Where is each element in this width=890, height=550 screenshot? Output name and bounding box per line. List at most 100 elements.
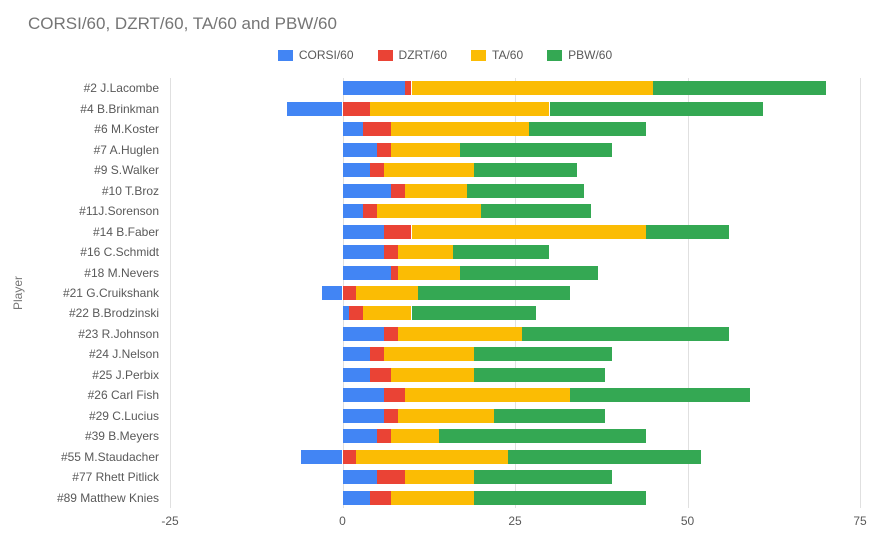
bar-segment (377, 143, 391, 157)
bar-segment (494, 409, 604, 423)
bar-segment (453, 245, 550, 259)
bar-segment (384, 225, 412, 239)
y-tick-label: #39 B.Meyers (0, 430, 159, 442)
bar-segment (301, 450, 342, 464)
bar-segment (377, 204, 481, 218)
bar-segment (460, 143, 612, 157)
bar-segment (343, 204, 364, 218)
bar-segment (467, 184, 584, 198)
x-tick-label: 75 (853, 514, 866, 528)
legend-item: PBW/60 (547, 48, 612, 62)
bar-segment (391, 368, 474, 382)
y-tick-label: #29 C.Lucius (0, 410, 159, 422)
y-tick-label: #55 M.Staudacher (0, 451, 159, 463)
bar-segment (398, 266, 460, 280)
y-tick-label: #77 Rhett Pitlick (0, 471, 159, 483)
bar-segment (343, 163, 371, 177)
bar-segment (384, 245, 398, 259)
bar-segment (343, 491, 371, 505)
bar-segment (391, 429, 439, 443)
y-tick-label: #2 J.Lacombe (0, 82, 159, 94)
bar-segment (384, 163, 474, 177)
y-tick-label: #11J.Sorenson (0, 205, 159, 217)
y-tick-label: #21 G.Cruikshank (0, 287, 159, 299)
bar-segment (343, 450, 357, 464)
chart-title: CORSI/60, DZRT/60, TA/60 and PBW/60 (28, 14, 337, 34)
bar-segment (439, 429, 646, 443)
legend-label: DZRT/60 (399, 48, 447, 62)
legend-swatch (378, 50, 393, 61)
bar-segment (391, 143, 460, 157)
y-tick-label: #22 B.Brodzinski (0, 307, 159, 319)
legend: CORSI/60 DZRT/60 TA/60 PBW/60 (0, 48, 890, 62)
bar-segment (412, 306, 536, 320)
plot-area: Player #2 J.Lacombe#4 B.Brinkman#6 M.Kos… (0, 78, 890, 508)
bar-segment (522, 327, 729, 341)
bar-segment (363, 306, 411, 320)
bar-segment (550, 102, 764, 116)
y-tick-label: #26 Carl Fish (0, 389, 159, 401)
y-tick-label: #9 S.Walker (0, 164, 159, 176)
bar-segment (398, 245, 453, 259)
bar-segment (343, 347, 371, 361)
y-tick-label: #4 B.Brinkman (0, 103, 159, 115)
bar-segment (405, 184, 467, 198)
y-tick-label: #89 Matthew Knies (0, 492, 159, 504)
x-tick-label: 50 (681, 514, 694, 528)
bar-segment (384, 409, 398, 423)
y-tick-label: #10 T.Broz (0, 185, 159, 197)
bar-segment (370, 491, 391, 505)
bar-segment (343, 470, 378, 484)
y-tick-label: #7 A.Huglen (0, 144, 159, 156)
bar-segment (508, 450, 701, 464)
bars-layer (170, 78, 860, 508)
bar-segment (646, 225, 729, 239)
bar-segment (412, 225, 647, 239)
bar-segment (398, 409, 495, 423)
bar-segment (474, 347, 612, 361)
chart-root: CORSI/60, DZRT/60, TA/60 and PBW/60 CORS… (0, 0, 890, 550)
legend-item: CORSI/60 (278, 48, 354, 62)
bar-segment (391, 266, 398, 280)
x-tick-label: 0 (339, 514, 346, 528)
bar-segment (384, 327, 398, 341)
bar-segment (343, 327, 384, 341)
bar-segment (343, 388, 384, 402)
bar-segment (370, 102, 549, 116)
bar-segment (363, 204, 377, 218)
bar-segment (343, 286, 357, 300)
y-tick-label: #18 M.Nevers (0, 267, 159, 279)
bar-segment (343, 266, 391, 280)
bar-segment (322, 286, 343, 300)
bar-segment (356, 450, 508, 464)
bar-segment (377, 470, 405, 484)
bar-segment (343, 184, 391, 198)
bar-segment (474, 491, 647, 505)
y-tick-label: #16 C.Schmidt (0, 246, 159, 258)
legend-label: PBW/60 (568, 48, 612, 62)
legend-item: DZRT/60 (378, 48, 447, 62)
legend-item: TA/60 (471, 48, 523, 62)
bar-segment (343, 409, 384, 423)
bar-segment (343, 245, 384, 259)
bar-segment (343, 122, 364, 136)
bar-segment (370, 368, 391, 382)
bar-segment (412, 81, 654, 95)
bar-segment (363, 122, 391, 136)
y-tick-label: #23 R.Johnson (0, 328, 159, 340)
bar-segment (343, 81, 405, 95)
bar-segment (343, 429, 378, 443)
bar-segment (529, 122, 646, 136)
bar-segment (391, 122, 529, 136)
bar-segment (391, 184, 405, 198)
bar-segment (474, 163, 578, 177)
bar-segment (287, 102, 342, 116)
bar-segment (343, 306, 350, 320)
legend-swatch (547, 50, 562, 61)
y-tick-label: #6 M.Koster (0, 123, 159, 135)
bar-segment (370, 163, 384, 177)
bar-segment (398, 327, 522, 341)
bar-segment (460, 266, 598, 280)
y-tick-label: #24 J.Nelson (0, 348, 159, 360)
bar-segment (343, 225, 384, 239)
